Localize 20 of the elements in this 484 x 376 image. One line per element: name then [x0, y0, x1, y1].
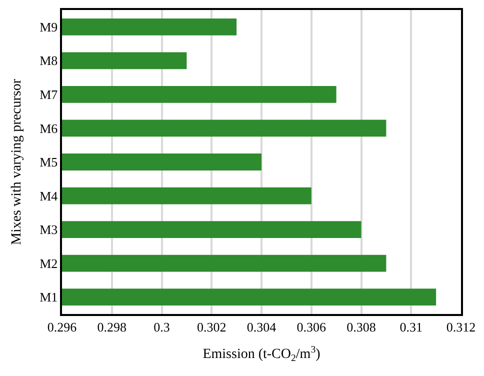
x-tick-label: 0.308 [346, 319, 376, 334]
x-tick-label: 0.3 [154, 319, 170, 334]
x-axis-title: Emission (t-CO$_{2}$/m$^{3}$) [202, 344, 321, 364]
x-tick-label: 0.312 [446, 319, 476, 334]
x-tick-label: 0.304 [246, 319, 277, 334]
x-tick-label: 0.31 [400, 319, 423, 334]
y-tick-label: M6 [40, 120, 58, 136]
x-tick-label: 0.302 [197, 319, 226, 334]
y-tick-label: M2 [40, 256, 58, 271]
y-tick-label: M8 [40, 53, 58, 68]
y-tick-label: M3 [40, 222, 58, 238]
y-axis-title: Mixes with varying precursor [10, 78, 25, 246]
y-tick-label: M1 [40, 290, 58, 305]
y-tick-label: M7 [40, 86, 58, 102]
y-tick-label: M9 [40, 19, 58, 34]
y-tick-label: M4 [40, 188, 58, 204]
x-tick-label: 0.298 [97, 319, 127, 334]
x-tick-label: 0.296 [47, 319, 78, 334]
x-tick-label: 0.306 [296, 319, 327, 334]
y-tick-label: M5 [40, 154, 58, 170]
